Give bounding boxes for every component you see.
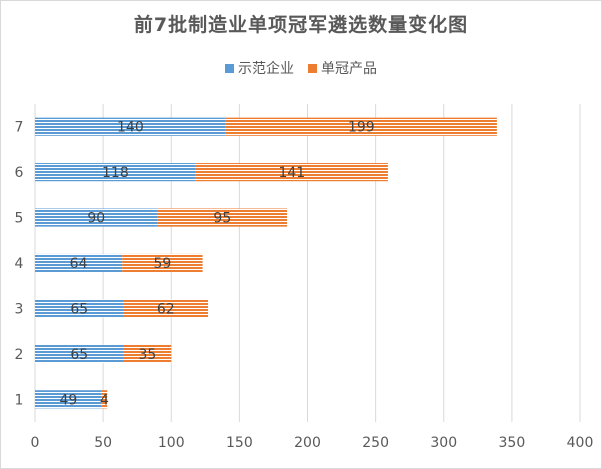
bar-5-series-0 — [35, 208, 158, 227]
bar-1-series-1 — [101, 390, 108, 409]
y-tick-label-2: 2 — [15, 347, 24, 363]
data-label-4-series-1: 59 — [153, 256, 171, 272]
x-tick-label-0: 0 — [31, 435, 40, 451]
bar-7-series-0 — [35, 117, 226, 136]
bar-7-series-1 — [225, 117, 497, 136]
data-label-6-series-0: 118 — [102, 165, 129, 181]
bar-4-series-0 — [35, 253, 123, 273]
bar-3-series-1 — [123, 299, 209, 318]
bar-2-series-0 — [35, 344, 124, 363]
data-label-5-series-0: 90 — [87, 211, 105, 227]
data-label-5-series-1: 95 — [213, 211, 231, 227]
data-label-1-series-0: 49 — [59, 392, 77, 408]
y-tick-label-6: 6 — [15, 165, 24, 181]
legend-swatch-0 — [225, 63, 234, 73]
y-tick-label-3: 3 — [15, 301, 24, 317]
y-tick-label-5: 5 — [15, 211, 24, 227]
legend-item-0: 示范企业 — [225, 58, 294, 78]
bar-3-series-0 — [35, 299, 124, 318]
bar-1-series-0 — [35, 390, 102, 409]
data-label-3-series-0: 65 — [70, 301, 88, 317]
x-tick-label-50: 50 — [94, 435, 112, 451]
bar-6-series-1 — [195, 163, 388, 182]
bar-2-series-1 — [123, 344, 172, 363]
legend-swatch-1 — [308, 63, 317, 73]
data-label-4-series-0: 64 — [70, 256, 88, 272]
bar-6-series-0 — [35, 163, 196, 182]
data-label-2-series-0: 65 — [70, 347, 88, 363]
data-label-1-series-1: 4 — [100, 392, 109, 408]
x-tick-label-300: 300 — [430, 435, 457, 451]
chart-title: 前7批制造业单项冠军遴选数量变化图 — [133, 14, 469, 36]
legend-item-1: 单冠产品 — [308, 58, 377, 78]
x-tick-label-350: 350 — [499, 435, 526, 451]
bar-5-series-1 — [157, 208, 288, 227]
x-tick-label-150: 150 — [226, 435, 253, 451]
bar-4-series-1 — [122, 253, 203, 273]
y-tick-label-7: 7 — [15, 120, 24, 136]
data-label-7-series-1: 199 — [348, 120, 375, 136]
legend-label-1: 单冠产品 — [321, 61, 377, 77]
x-tick-label-100: 100 — [158, 435, 185, 451]
x-tick-label-200: 200 — [294, 435, 321, 451]
data-label-2-series-1: 35 — [138, 347, 156, 363]
data-label-6-series-1: 141 — [278, 165, 305, 181]
data-label-7-series-0: 140 — [117, 120, 144, 136]
x-tick-label-250: 250 — [362, 435, 389, 451]
x-tick-label-400: 400 — [567, 435, 594, 451]
legend: 示范企业 单冠产品 — [0, 58, 602, 78]
y-tick-label-1: 1 — [15, 392, 24, 408]
legend-label-0: 示范企业 — [238, 61, 294, 77]
data-label-3-series-1: 62 — [157, 301, 175, 317]
y-tick-label-4: 4 — [15, 256, 24, 272]
